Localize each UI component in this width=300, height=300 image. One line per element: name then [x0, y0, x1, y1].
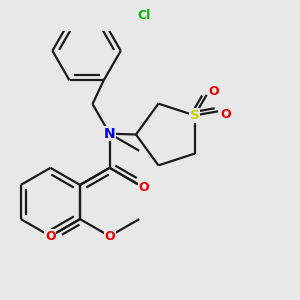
Text: S: S: [190, 109, 200, 122]
Text: O: O: [104, 230, 115, 243]
Text: Cl: Cl: [137, 9, 150, 22]
Text: O: O: [209, 85, 219, 98]
Text: O: O: [138, 181, 149, 194]
Text: O: O: [220, 108, 231, 121]
Text: N: N: [104, 127, 116, 141]
Text: O: O: [45, 230, 56, 243]
